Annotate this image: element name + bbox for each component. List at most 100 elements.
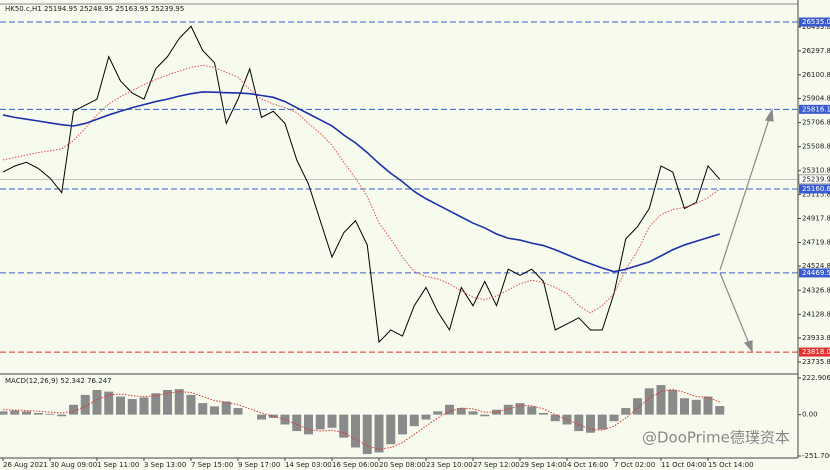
macd-bar [315,414,325,430]
macd-bar [116,396,125,415]
y-tick-label: 24326.80 [802,286,830,294]
level-tag [799,17,830,27]
y-tick-label: 25310.80 [802,167,830,175]
level-label: 25160.63 [802,185,830,193]
price-line [2,91,720,273]
macd-bar [22,411,31,415]
macd-bar [174,389,184,415]
macd-bar [386,414,396,445]
macd-bar [680,398,689,415]
x-tick-label: 23 Sep 10:00 [426,461,473,469]
symbol-header: HK50.c,H1 25194.95 25248.95 25163.95 252… [5,5,184,13]
macd-bar [574,414,584,432]
price-line [2,64,721,314]
current-price-tag [798,174,830,185]
x-tick-label: 27 Sep 12:00 [473,461,520,469]
x-tick-label: 3 Sep 13:00 [144,461,186,469]
x-tick-label: 16 Sep 06:00 [332,461,379,469]
macd-bar [668,389,678,415]
x-tick-label: 15 Oct 14:00 [708,461,754,469]
price-line [2,25,721,344]
macd-bar [33,412,43,415]
signal-line [2,388,720,450]
macd-bar [691,399,701,415]
macd-bar [586,414,595,433]
macd-bar [233,408,243,415]
x-tick-label: 26 Aug 2021 [3,461,48,469]
y-tick-label: 26493.80 [802,23,830,31]
x-tick-label: 1 Sep 11:00 [97,461,139,469]
macd-bar [0,411,8,415]
watermark: @DooPrime德璞资本 [642,429,790,447]
level-tag [799,104,830,114]
y-tick-label: 24128.80 [802,310,830,318]
x-tick-label: 14 Sep 03:00 [285,461,332,469]
macd-bar [703,396,713,415]
macd-bar [633,398,642,415]
macd-bar [409,414,419,427]
current-price-label: 25239.95 [802,175,830,183]
x-tick-label: 30 Aug 09:00 [50,461,97,469]
arrow-head [743,340,753,353]
y-tick-label: 23933.80 [802,334,830,342]
macd-bar [339,414,349,438]
macd-bar [597,414,607,430]
y-tick-label: 25706.80 [802,119,830,127]
macd-bar [609,414,619,422]
y-tick-label: 24524.80 [802,262,830,270]
macd-bar [151,393,161,415]
macd-bar [550,414,560,422]
y-tick-label: 222.906 [802,374,830,382]
y-tick-label: 23735.80 [802,358,830,366]
macd-bar [480,414,490,417]
macd-bar [304,414,313,435]
macd-bar [445,404,454,415]
macd-bar [186,394,196,415]
macd-bar [104,391,114,415]
x-tick-label: 4 Oct 16:00 [567,461,608,469]
macd-bar [163,389,172,415]
macd-bar [421,414,431,420]
arrow-up [719,115,771,271]
level-tag [799,268,830,278]
forecast-arrows [719,108,774,353]
macd-bar [644,388,654,415]
y-tick-label: 25904.80 [802,95,830,103]
macd-bar [92,389,102,415]
macd-bar [539,412,548,415]
x-tick-label: 9 Sep 17:00 [238,461,280,469]
macd-bar [468,411,478,415]
y-tick-label: -251.706 [802,452,830,460]
y-tick-label: 0.00 [802,411,818,419]
macd-bar [280,414,290,425]
arrow-head [765,108,774,122]
y-tick-label: 25115.80 [802,190,830,198]
macd-bar [268,414,278,418]
macd-bar [527,406,537,415]
macd-bar [139,397,149,415]
macd-bar [515,403,525,415]
level-tag [799,347,830,357]
macd-bar [292,414,302,432]
x-tick-label: 7 Oct 02:00 [614,461,655,469]
x-tick-label: 29 Sep 14:00 [520,461,567,469]
arrow-down [719,272,751,347]
x-tick-label: 7 Sep 15:00 [191,461,233,469]
macd-bar [656,385,666,415]
macd-bar [503,404,513,415]
macd-bar [433,411,443,415]
x-tick-label: 11 Oct 04:00 [661,461,707,469]
macd-bar [621,408,631,415]
y-tick-label: 25508.80 [802,143,830,151]
macd-bar [398,414,407,435]
macd-bar [69,404,78,415]
macd-bar [45,413,55,415]
macd-bar [351,414,360,448]
level-tag [799,184,830,194]
y-tick-label: 24917.80 [802,214,830,222]
y-tick-label: 24719.80 [802,239,830,247]
macd-bar [10,410,20,415]
